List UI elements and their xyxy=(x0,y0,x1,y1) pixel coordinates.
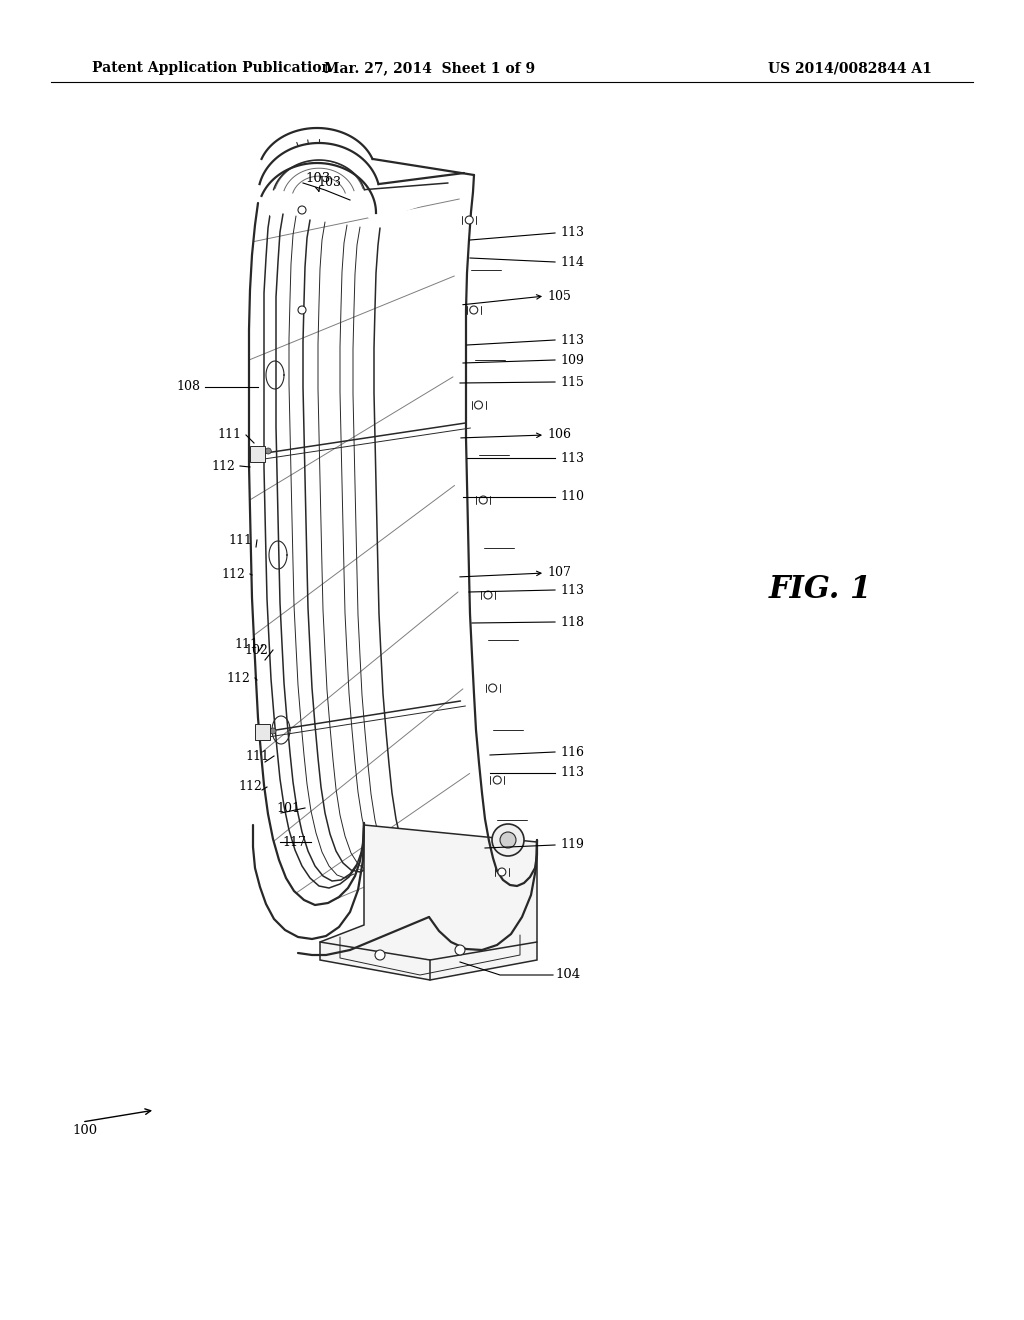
Text: 101: 101 xyxy=(276,801,300,814)
Circle shape xyxy=(455,945,465,954)
Circle shape xyxy=(484,591,492,599)
Text: 118: 118 xyxy=(560,615,584,628)
Text: Patent Application Publication: Patent Application Publication xyxy=(92,61,332,75)
Text: 112: 112 xyxy=(221,568,245,581)
Polygon shape xyxy=(250,446,265,462)
Text: 116: 116 xyxy=(560,746,584,759)
Text: Mar. 27, 2014  Sheet 1 of 9: Mar. 27, 2014 Sheet 1 of 9 xyxy=(325,61,536,75)
Circle shape xyxy=(498,869,506,876)
Circle shape xyxy=(465,216,473,224)
Text: 113: 113 xyxy=(560,767,584,780)
Circle shape xyxy=(298,206,306,214)
Circle shape xyxy=(270,729,276,734)
Circle shape xyxy=(265,447,271,454)
Text: 117: 117 xyxy=(283,836,306,849)
Text: 113: 113 xyxy=(560,334,584,346)
Text: 119: 119 xyxy=(560,838,584,851)
Polygon shape xyxy=(258,143,464,228)
Text: 114: 114 xyxy=(560,256,584,268)
Circle shape xyxy=(258,730,268,741)
Circle shape xyxy=(474,401,482,409)
Text: 105: 105 xyxy=(547,289,570,302)
Text: 106: 106 xyxy=(547,429,571,441)
Text: 109: 109 xyxy=(560,354,584,367)
Text: 103: 103 xyxy=(317,177,341,190)
Text: 111: 111 xyxy=(234,639,258,652)
Text: 103: 103 xyxy=(305,172,331,185)
Text: 112: 112 xyxy=(226,672,250,685)
Text: 111: 111 xyxy=(217,429,241,441)
Text: 104: 104 xyxy=(555,969,581,982)
Text: US 2014/0082844 A1: US 2014/0082844 A1 xyxy=(768,61,932,75)
Text: 111: 111 xyxy=(228,533,252,546)
Circle shape xyxy=(375,950,385,960)
Text: FIG. 1: FIG. 1 xyxy=(768,574,871,606)
Text: 113: 113 xyxy=(560,451,584,465)
Text: 112: 112 xyxy=(239,780,262,793)
Text: 107: 107 xyxy=(547,566,570,579)
Text: 113: 113 xyxy=(560,227,584,239)
Circle shape xyxy=(479,496,487,504)
Text: 110: 110 xyxy=(560,491,584,503)
Text: 112: 112 xyxy=(211,459,234,473)
Text: 108: 108 xyxy=(176,380,200,393)
Polygon shape xyxy=(319,825,537,979)
Circle shape xyxy=(470,306,478,314)
Text: 113: 113 xyxy=(560,583,584,597)
Circle shape xyxy=(298,306,306,314)
Circle shape xyxy=(488,684,497,692)
Text: 102: 102 xyxy=(244,644,268,656)
Circle shape xyxy=(494,776,502,784)
Polygon shape xyxy=(255,723,270,741)
Text: 100: 100 xyxy=(72,1123,97,1137)
Circle shape xyxy=(500,832,516,847)
Text: 115: 115 xyxy=(560,375,584,388)
Circle shape xyxy=(253,450,263,459)
Text: 111: 111 xyxy=(245,750,269,763)
Circle shape xyxy=(492,824,524,855)
